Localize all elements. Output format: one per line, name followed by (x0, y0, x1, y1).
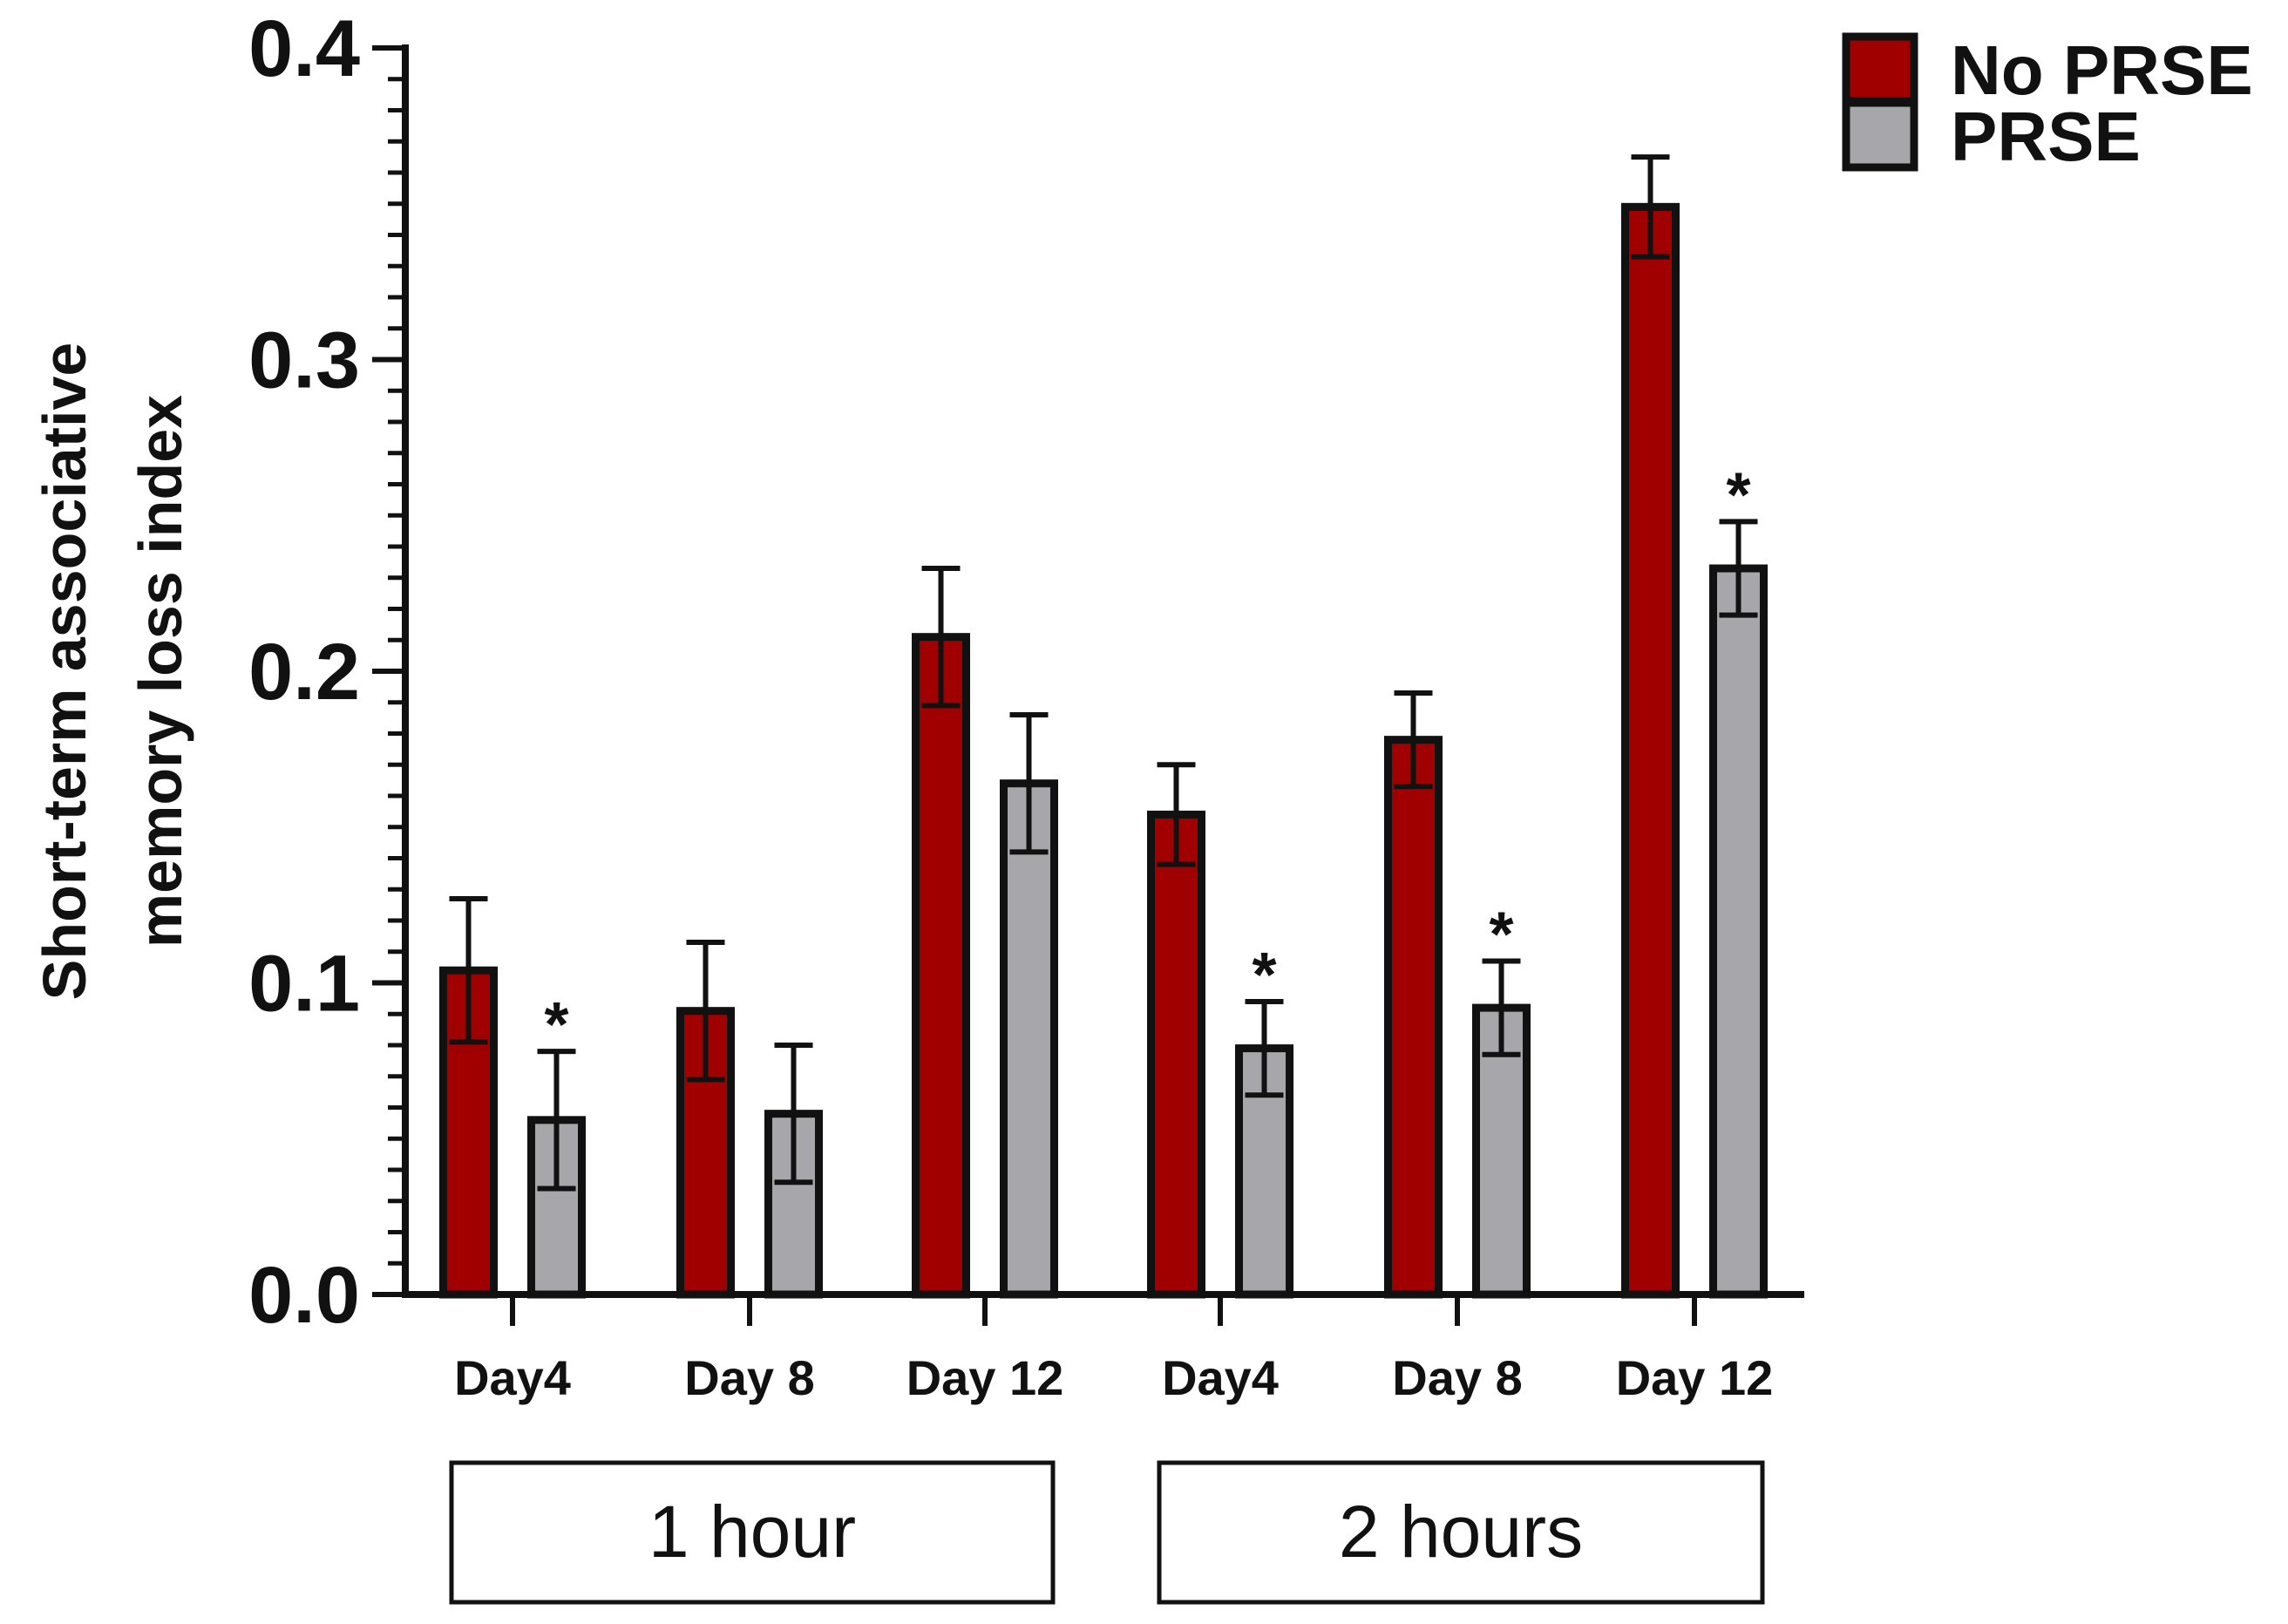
x-tick-label: Day 12 (1616, 1350, 1774, 1405)
bar-no-prse (912, 633, 970, 1299)
group-label: 2 hours (1339, 1491, 1583, 1573)
significance-star: * (1726, 460, 1750, 530)
x-tick-label: Day 12 (906, 1350, 1064, 1405)
bar-prse (1709, 564, 1768, 1299)
y-axis-label-line-1: Short-term associative (31, 343, 98, 1001)
bars: * * * * (439, 154, 1768, 1299)
group-label: 1 hour (648, 1491, 856, 1573)
legend-label: No PRSE (1951, 31, 2253, 109)
significance-star: * (544, 990, 568, 1060)
x-tick-label: Day4 (454, 1350, 571, 1405)
group-box (1157, 1460, 1765, 1605)
y-axis-label-line-2: memory loss index (126, 395, 194, 948)
legend-swatch-prse (1842, 99, 1918, 172)
y-tick-label: 0.1 (248, 940, 360, 1029)
y-tick-label: 0.0 (248, 1251, 360, 1340)
bar-no-prse (439, 966, 498, 1299)
bar-prse (1000, 779, 1058, 1299)
y-tick-label: 0.2 (248, 628, 360, 717)
x-axis: Day4 Day 8 Day 12 Day4 Day 8 Day 12 (402, 1291, 1804, 1405)
bar-no-prse (1621, 202, 1680, 1299)
y-axis: 0.0 0.1 0.2 0.3 0.4 (248, 4, 409, 1340)
x-tick-label: Day 8 (1392, 1350, 1522, 1405)
group-box (449, 1460, 1056, 1605)
significance-star: * (1489, 900, 1513, 969)
x-tick-label: Day 8 (684, 1350, 814, 1405)
bar-no-prse (1384, 736, 1443, 1299)
x-tick-label: Day4 (1162, 1350, 1279, 1405)
bar-no-prse (1147, 810, 1205, 1299)
significance-star: * (1252, 941, 1276, 1010)
group-boxes: 1 hour 2 hours (449, 1460, 1765, 1605)
y-tick-label: 0.4 (248, 4, 360, 93)
legend-label: PRSE (1951, 98, 2141, 175)
legend-swatch-no-prse (1842, 32, 1918, 105)
y-axis-label: Short-term associative memory loss index (31, 343, 194, 1001)
y-tick-label: 0.3 (248, 316, 360, 405)
